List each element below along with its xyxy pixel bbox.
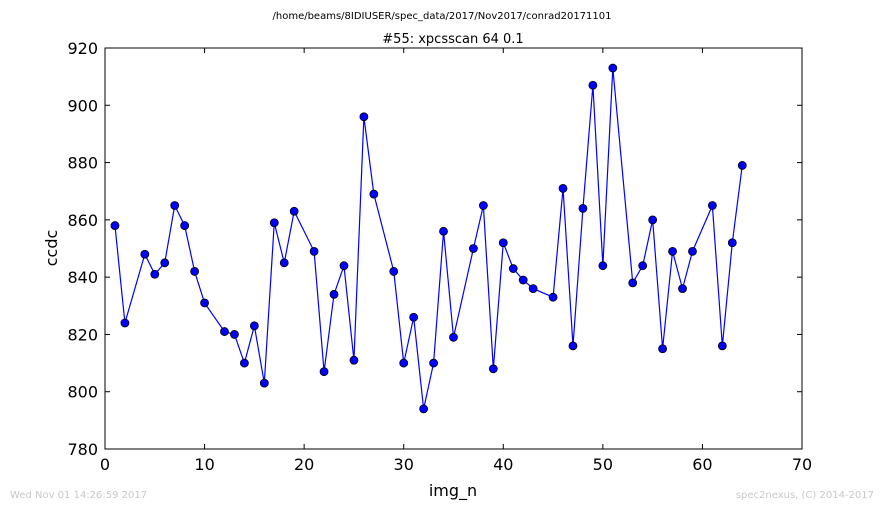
data-point: [289, 206, 299, 216]
y-tick-label: 780: [67, 440, 98, 459]
data-point: [518, 275, 528, 285]
y-axis-label: ccdc: [42, 230, 61, 267]
data-point: [309, 246, 319, 256]
data-point: [259, 378, 269, 388]
data-point: [140, 249, 150, 259]
y-tick-label: 880: [67, 154, 98, 173]
data-point: [170, 201, 180, 210]
data-point: [558, 183, 568, 193]
data-point: [638, 261, 648, 271]
data-point: [628, 278, 638, 288]
y-tick-label: 900: [67, 96, 98, 115]
data-point: [389, 267, 399, 276]
data-point: [180, 221, 190, 230]
y-tick-label: 840: [67, 268, 98, 287]
data-point: [568, 341, 578, 351]
y-tick-label: 820: [67, 325, 98, 344]
data-point: [598, 261, 608, 271]
data-point: [220, 327, 229, 336]
data-point: [269, 218, 279, 228]
data-point: [230, 330, 239, 339]
data-point: [359, 112, 369, 122]
chart-title: #55: xpcsscan 64 0.1: [382, 32, 523, 47]
data-point: [190, 267, 200, 276]
data-point: [160, 258, 170, 268]
data-point: [249, 321, 259, 331]
x-axis-label: img_n: [429, 481, 477, 501]
x-tick-label: 30: [394, 455, 414, 474]
data-point: [469, 244, 478, 253]
data-point: [429, 358, 438, 368]
data-point: [548, 292, 558, 302]
data-point: [369, 189, 379, 199]
data-point: [110, 221, 120, 230]
footer-timestamp: Wed Nov 01 14:26:59 2017: [10, 490, 147, 501]
footer-credit: spec2nexus, (C) 2014-2017: [736, 490, 874, 501]
data-point: [678, 284, 687, 294]
x-tick-label: 70: [792, 455, 812, 474]
data-point: [528, 284, 538, 294]
data-point: [668, 246, 677, 256]
data-point: [608, 63, 618, 73]
data-point: [439, 226, 448, 236]
data-point: [449, 332, 458, 342]
data-point: [279, 258, 289, 268]
plot-frame: [104, 47, 803, 450]
data-point: [717, 341, 727, 351]
data-point: [727, 238, 737, 248]
data-point: [419, 404, 429, 414]
y-tick-label: 800: [67, 383, 98, 402]
data-point: [150, 269, 160, 279]
x-tick-label: 60: [692, 455, 712, 474]
x-tick-label: 50: [593, 455, 613, 474]
data-point: [319, 367, 329, 377]
series-line: [114, 67, 743, 410]
data-point: [200, 298, 209, 308]
data-point: [658, 344, 667, 354]
x-tick-label: 40: [493, 455, 513, 474]
data-point: [707, 201, 717, 210]
data-point: [578, 203, 588, 213]
data-point: [648, 215, 658, 225]
data-point: [737, 161, 747, 170]
data-point: [399, 358, 409, 368]
data-point: [339, 261, 349, 271]
x-tick-label: 0: [100, 455, 110, 474]
data-point: [349, 355, 359, 365]
data-point: [478, 201, 488, 210]
x-tick-label: 10: [194, 455, 214, 474]
data-point: [508, 264, 518, 273]
data-point: [588, 80, 598, 90]
file-path: /home/beams/8IDIUSER/spec_data/2017/Nov2…: [273, 11, 612, 22]
y-tick-label: 860: [67, 211, 98, 230]
data-point: [329, 289, 339, 299]
y-tick-label: 920: [67, 39, 98, 58]
data-point: [120, 318, 130, 328]
data-point: [409, 312, 419, 322]
data-point: [688, 246, 697, 256]
data-point: [239, 358, 249, 368]
data-point: [498, 238, 508, 248]
x-tick-label: 20: [294, 455, 314, 474]
data-point: [488, 364, 498, 374]
